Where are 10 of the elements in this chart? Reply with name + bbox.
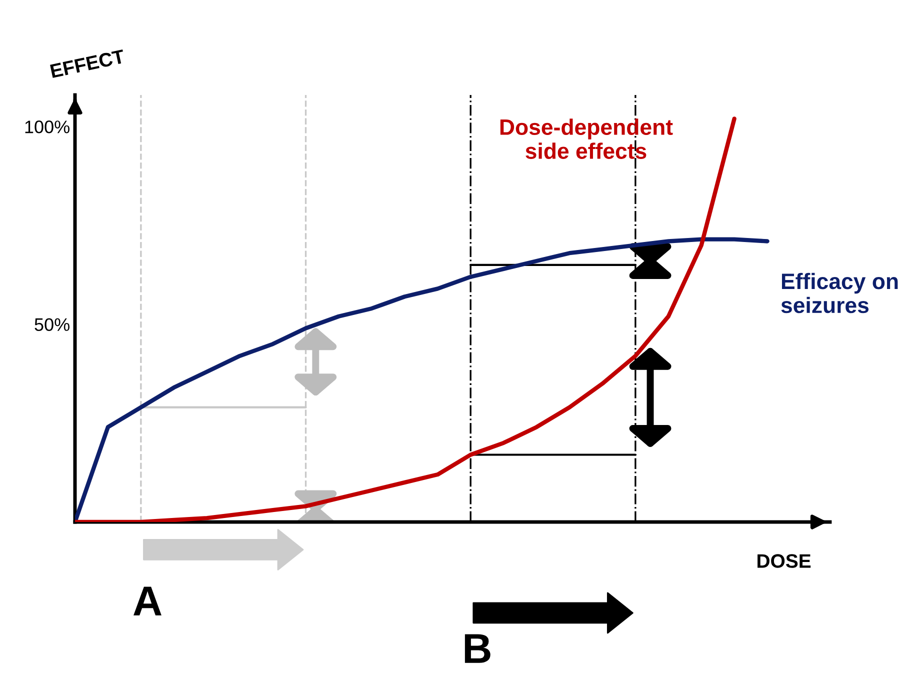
text: Dose-dependent side effects bbox=[500, 118, 673, 159]
y-tick-label: 50% bbox=[34, 318, 70, 332]
text: A bbox=[134, 586, 162, 616]
x-axis-title: DOSE bbox=[758, 554, 811, 568]
text: B bbox=[464, 634, 490, 663]
y-tick-label: 100% bbox=[25, 120, 70, 134]
line-series bbox=[74, 237, 770, 522]
y-axis-title: EFFECT bbox=[50, 49, 126, 78]
line-series bbox=[74, 116, 736, 522]
series-label: Efficacy on seizures bbox=[781, 272, 898, 314]
